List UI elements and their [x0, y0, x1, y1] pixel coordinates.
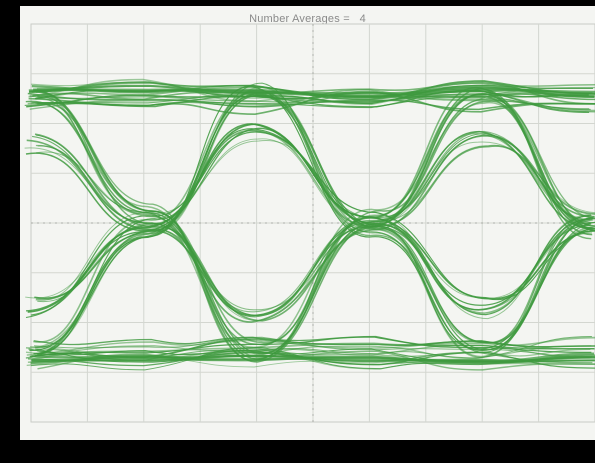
eye-trace [30, 131, 592, 316]
eye-trace [37, 95, 595, 360]
eye-trace [26, 139, 595, 323]
eye-trace [25, 130, 592, 317]
scope-screen: Number Averages = 4 [20, 6, 595, 440]
number-averages-readout: Number Averages = 4 [249, 13, 366, 25]
eye-diagram-plot [24, 23, 595, 423]
eye-trace [33, 93, 595, 355]
eye-trace [25, 89, 590, 359]
eye-rail-trace [31, 87, 595, 95]
eye-trace [34, 94, 595, 350]
eye-trace [25, 88, 593, 355]
eye-trace [25, 91, 595, 358]
eye-trace [35, 129, 591, 314]
eye-trace [34, 336, 592, 357]
eye-trace [37, 350, 595, 371]
eye-trace [37, 93, 594, 363]
eye-trace [27, 123, 595, 313]
eye-trace [32, 81, 595, 105]
eye-rail-trace [31, 354, 595, 364]
eye-trace [29, 85, 595, 352]
eye-trace [37, 94, 595, 355]
eye-rail-trace [28, 84, 595, 97]
eye-trace [37, 91, 592, 345]
